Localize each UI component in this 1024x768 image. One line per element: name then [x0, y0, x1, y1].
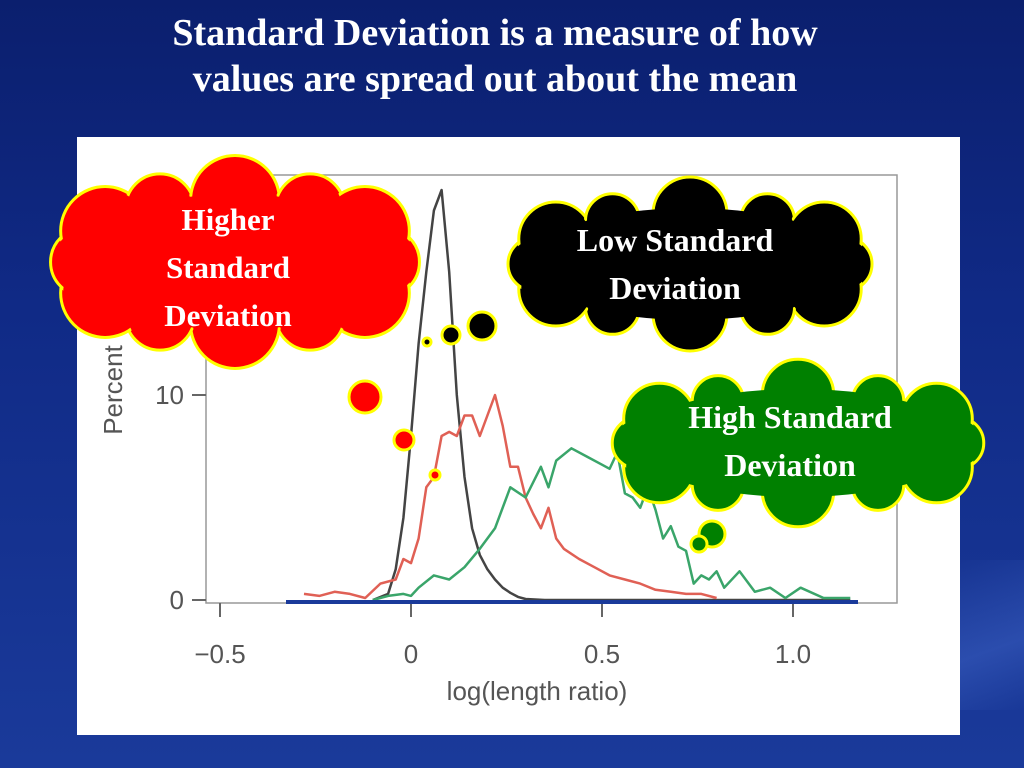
x-tick-label: 1.0 [775, 639, 811, 669]
higher-sd-line-2: Standard [165, 250, 291, 285]
high-sd-cloud [610, 357, 986, 529]
low-trail-dot [421, 336, 433, 348]
higher-trail-dot [392, 428, 416, 452]
high-sd-line-2: Deviation [724, 447, 856, 483]
x-tick-label: −0.5 [194, 639, 245, 669]
low-sd-callout-text: Low Standard Deviation [525, 216, 825, 312]
cloud-body [630, 389, 966, 497]
x-axis-label: log(length ratio) [447, 676, 628, 706]
x-tick-label: 0.5 [584, 639, 620, 669]
low-trail-dot [440, 324, 462, 346]
high-sd-line-1: High Standard [688, 399, 892, 435]
low-sd-line-1: Low Standard [576, 222, 774, 258]
chart-series [286, 188, 858, 604]
slide-title-line-1: Standard Deviation is a measure of how [172, 12, 818, 54]
higher-trail-dot [347, 379, 383, 415]
high-sd-callout-text: High Standard Deviation [640, 393, 940, 489]
x-tick-label: 0 [404, 639, 418, 669]
higher-sd-line-1: Higher [181, 202, 275, 237]
cloud-body [77, 194, 393, 330]
high-trail-dot [689, 534, 709, 554]
callouts [49, 154, 986, 554]
low-trail-dot [466, 310, 498, 342]
slide-title-line-2: values are spread out about the mean [192, 58, 798, 100]
higher-sd-callout-text: Higher Standard Deviation [128, 196, 328, 340]
low-sd-cloud [506, 175, 874, 353]
slide-title: Standard Deviation is a measure of how v… [0, 10, 990, 102]
higher-trail-dot [428, 468, 442, 482]
series-line-1 [303, 393, 717, 600]
cloud-body [527, 208, 853, 320]
y-axis-label: Percent [98, 344, 128, 434]
series-line-2 [372, 447, 851, 602]
y-tick-label: 10 [155, 380, 184, 410]
low-sd-line-2: Deviation [609, 270, 741, 306]
higher-sd-line-3: Deviation [164, 298, 292, 333]
y-tick-label: 0 [170, 585, 184, 615]
higher-sd-cloud [49, 154, 421, 370]
